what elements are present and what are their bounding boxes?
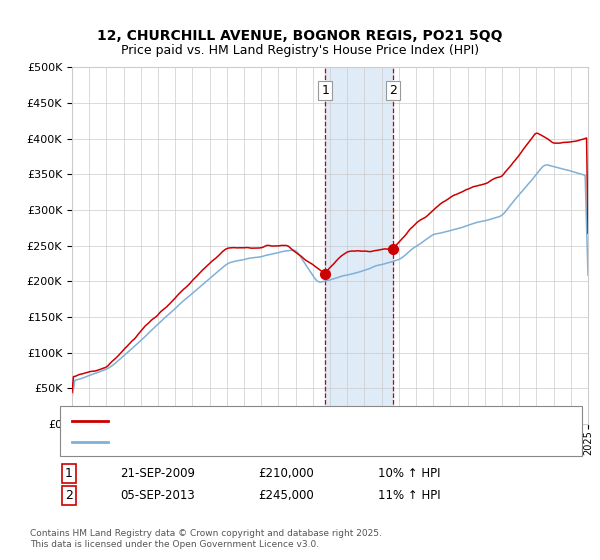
Text: £245,000: £245,000 (258, 489, 314, 502)
Text: 12, CHURCHILL AVENUE, BOGNOR REGIS, PO21 5QQ: 12, CHURCHILL AVENUE, BOGNOR REGIS, PO21… (97, 29, 503, 44)
Text: £210,000: £210,000 (258, 466, 314, 480)
Text: Price paid vs. HM Land Registry's House Price Index (HPI): Price paid vs. HM Land Registry's House … (121, 44, 479, 57)
Text: 10% ↑ HPI: 10% ↑ HPI (378, 466, 440, 480)
Text: 11% ↑ HPI: 11% ↑ HPI (378, 489, 440, 502)
Text: 12, CHURCHILL AVENUE, BOGNOR REGIS, PO21 5QQ (semi-detached house): 12, CHURCHILL AVENUE, BOGNOR REGIS, PO21… (114, 416, 510, 426)
Text: 2: 2 (389, 84, 397, 97)
Text: 1: 1 (321, 84, 329, 97)
Text: 2: 2 (65, 489, 73, 502)
Text: 1: 1 (65, 466, 73, 480)
Text: Contains HM Land Registry data © Crown copyright and database right 2025.
This d: Contains HM Land Registry data © Crown c… (30, 529, 382, 549)
Text: HPI: Average price, semi-detached house, Arun: HPI: Average price, semi-detached house,… (114, 437, 361, 447)
Text: 21-SEP-2009: 21-SEP-2009 (120, 466, 195, 480)
Text: 05-SEP-2013: 05-SEP-2013 (120, 489, 195, 502)
Bar (325, 67, 393, 424)
